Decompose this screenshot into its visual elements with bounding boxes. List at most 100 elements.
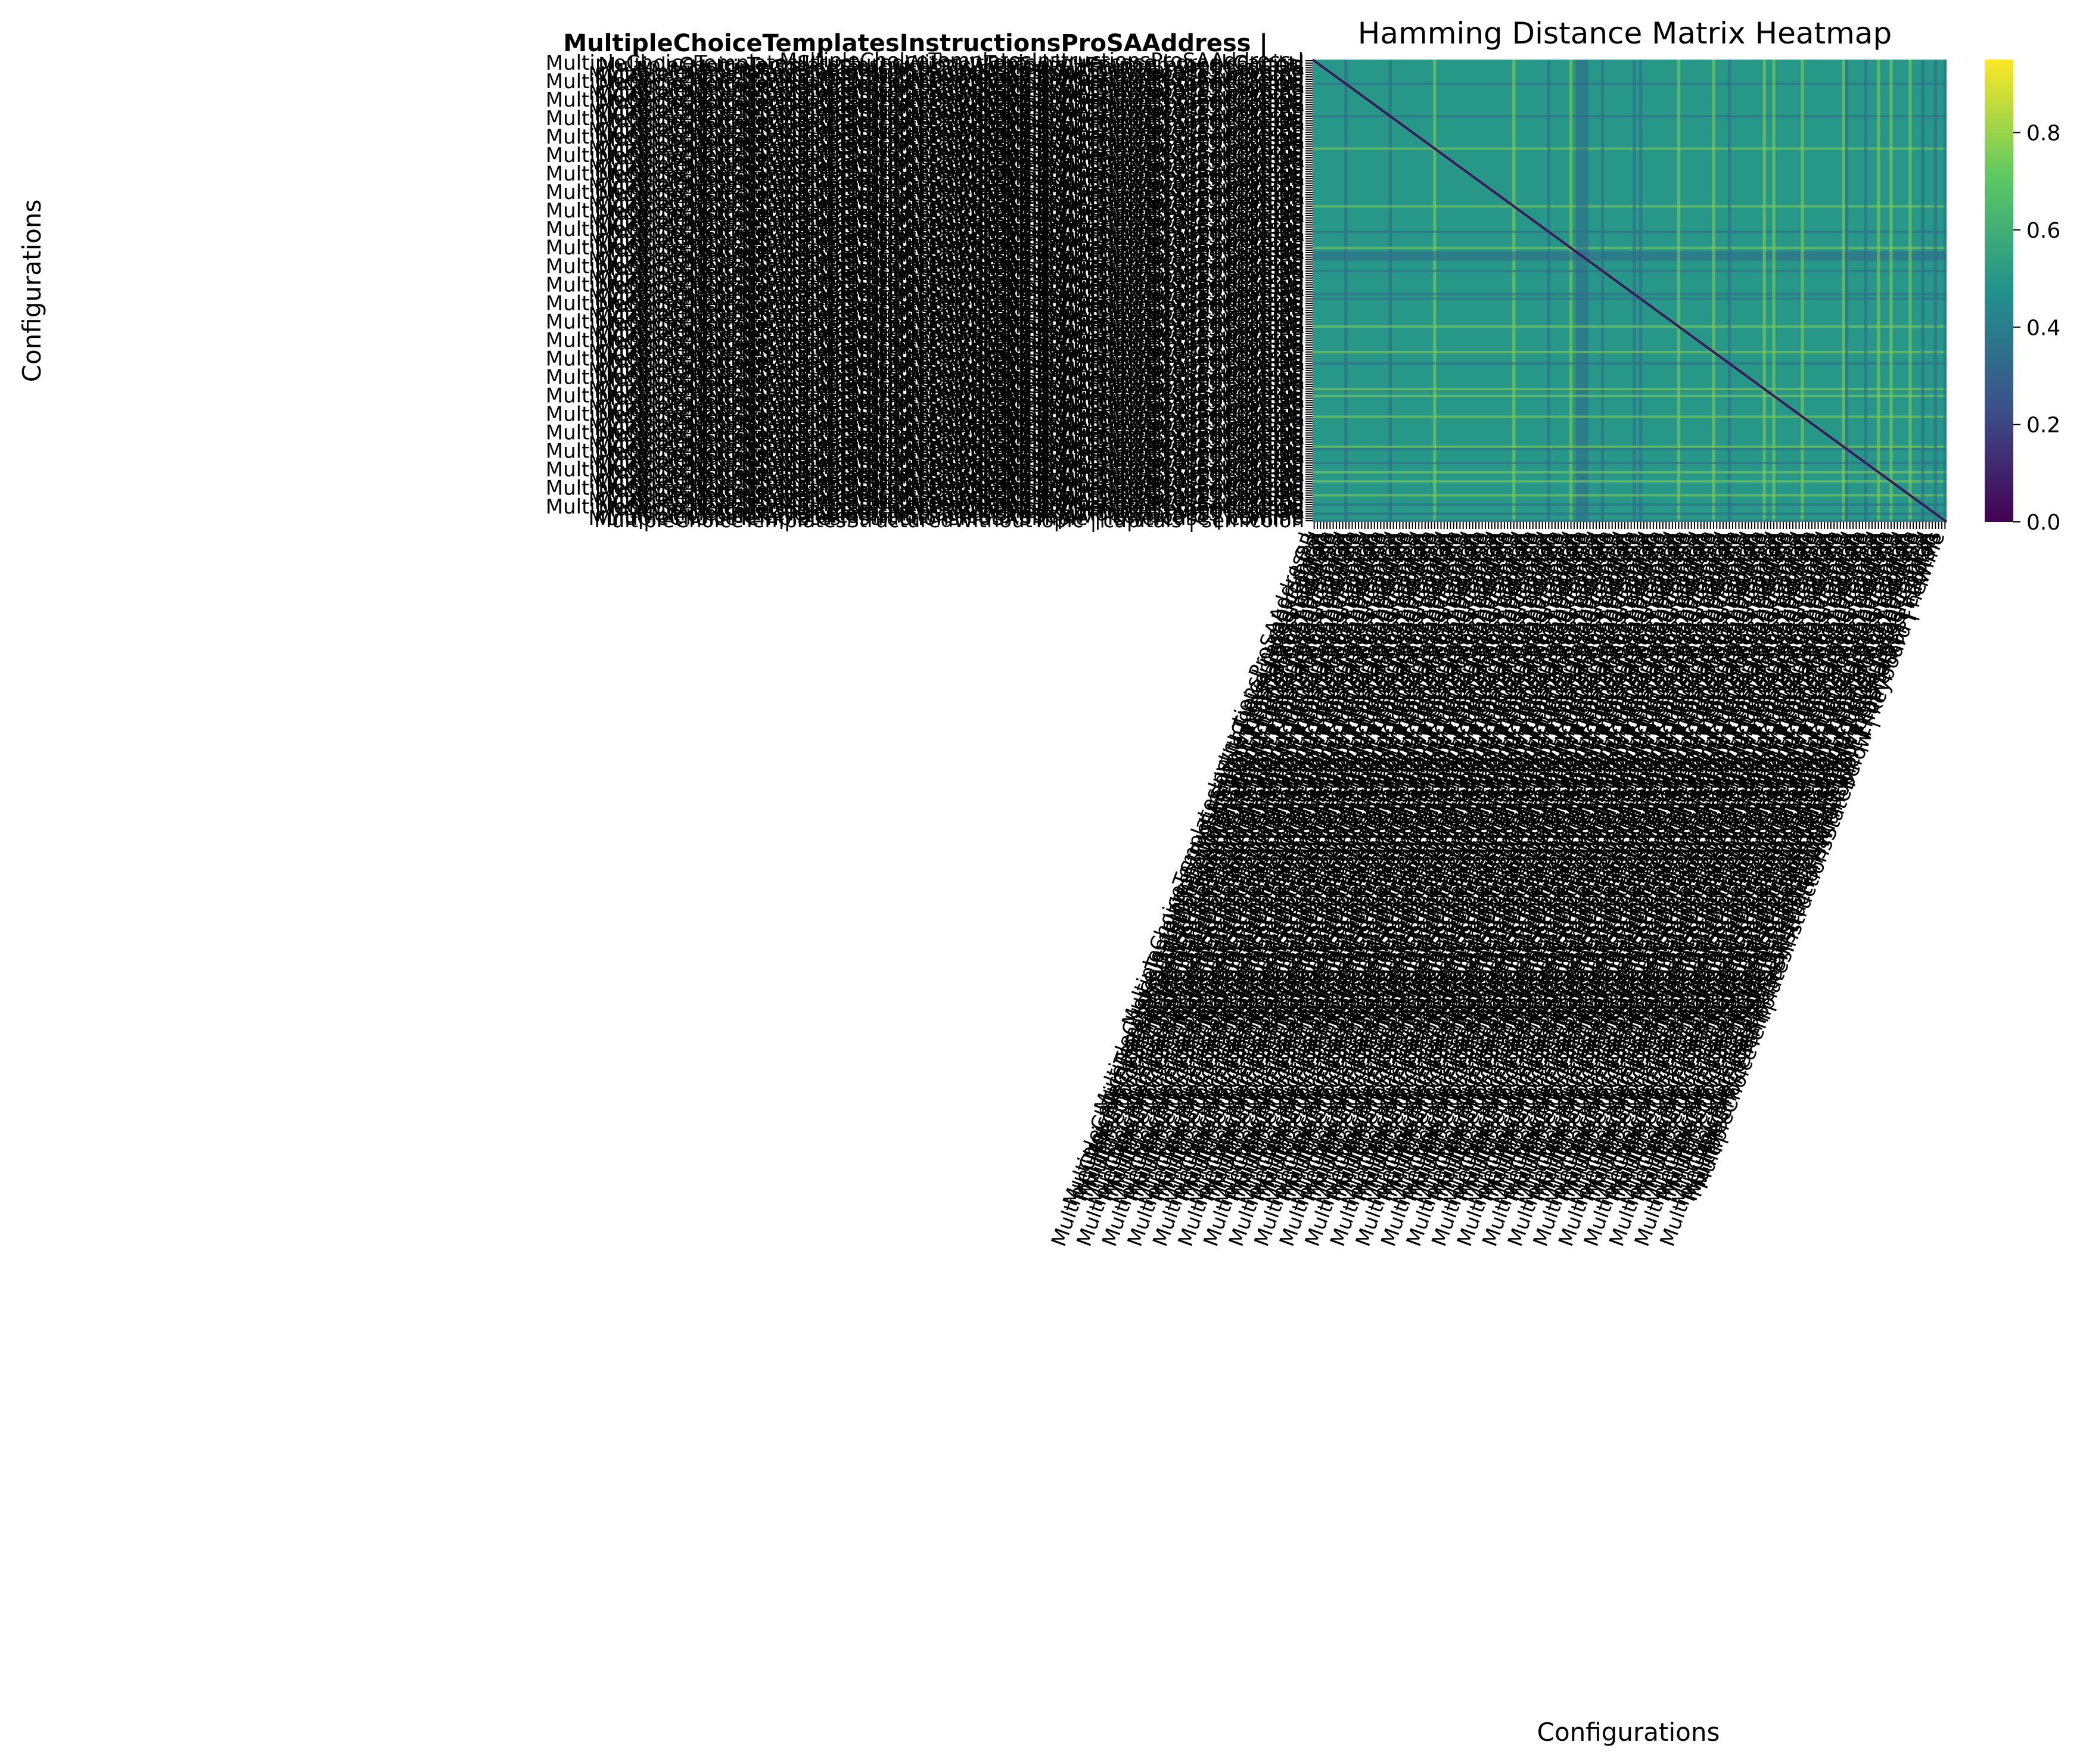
y-tick-label: MultipleChoiceTemplatesInstructionsWitho… bbox=[636, 169, 1304, 193]
y-tick-label: MultipleChoiceTemplatesStructuredWithout… bbox=[594, 269, 1304, 293]
heatmap-column-band bbox=[1582, 60, 1585, 522]
y-tick-label: MultipleChoiceTemplatesInstructionsProSA… bbox=[589, 488, 1304, 512]
y-tick-label: MultipleChoiceTemplatesInstructionsWithT… bbox=[598, 386, 1304, 410]
y-tick-label: MultipleChoiceTemplatesStructuredWithout… bbox=[546, 477, 1304, 500]
heatmap-column-band bbox=[1845, 60, 1849, 522]
colorbar-tick-label: 0.8 bbox=[2026, 122, 2060, 146]
heatmap-column-band bbox=[1876, 60, 1880, 522]
x-tick-marks bbox=[1313, 522, 1946, 529]
heatmap-row-band bbox=[1313, 251, 1947, 254]
y-tick-label: MultipleChoiceTemplatesInstructionsWithT… bbox=[598, 275, 1304, 299]
y-tick-label: MultipleChoiceTemplatesInstructionsWithT… bbox=[598, 201, 1304, 225]
heatmap-column-band bbox=[1433, 60, 1437, 522]
y-tick-label: MultipleChoiceTemplatesStructuredWithout… bbox=[594, 416, 1304, 440]
y-tick-label: MultipleChoiceTemplatesInstructionsProSA… bbox=[589, 303, 1304, 327]
heatmap-row-band bbox=[1313, 256, 1947, 259]
y-tick-label: MultipleChoiceTemplatesStructuredWithout… bbox=[546, 70, 1304, 94]
heatmap-diagonal bbox=[1311, 58, 1948, 523]
heatmap-row-band bbox=[1313, 447, 1947, 450]
y-tick-label: MultipleChoiceTemplatesStructuredWithout… bbox=[594, 435, 1304, 459]
y-tick-label: MultipleChoiceTemplatesStructuredWithout… bbox=[594, 306, 1304, 329]
colorbar-tick-label: 0.0 bbox=[2026, 511, 2060, 535]
y-tick-label: MultipleChoiceTemplatesInstructionsState… bbox=[607, 172, 1304, 195]
y-tick-label: MultipleChoiceTemplatesInstructionsProSA… bbox=[589, 136, 1304, 160]
y-tick-label: MultipleChoiceTemplatesInstructionsProSA… bbox=[779, 419, 1304, 443]
heatmap-row-band bbox=[1313, 297, 1947, 300]
y-tick-label: MultipleChoiceTemplatesInstructionsWitho… bbox=[636, 391, 1304, 415]
y-tick-label: MultipleChoiceTemplatesInstructionsWitho… bbox=[636, 372, 1304, 396]
y-tick-label: MultipleChoiceTemplatesStructuredWithTop… bbox=[689, 481, 1304, 505]
y-tick-label: MultipleChoiceTemplatesStructuredWithTop… bbox=[689, 315, 1304, 338]
y-tick-label: MultipleChoiceTemplatesStructuredWithout… bbox=[594, 194, 1304, 218]
y-tick-label: MultipleChoiceTemplatesStructuredWithout… bbox=[546, 495, 1304, 519]
y-tick-label: MultipleChoiceTemplatesInstructionsProSA… bbox=[779, 289, 1304, 313]
y-tick-label: MultipleChoiceTemplatesStructuredWithout… bbox=[594, 102, 1304, 126]
y-tick-label: MultipleChoiceTemplatesInstructionsProSA… bbox=[779, 326, 1304, 350]
y-tick-label: MultipleChoiceTemplatesInstructionsProSA… bbox=[779, 437, 1304, 461]
y-tick-label: MultipleChoiceTemplatesInstructionsState… bbox=[607, 209, 1304, 232]
heatmap-row-band bbox=[1313, 471, 1947, 474]
y-tick-label: MultipleChoiceTemplatesStructuredWithout… bbox=[546, 403, 1304, 427]
heatmap-row-band bbox=[1313, 247, 1947, 250]
y-tick-label: MultipleChoiceTemplatesStructuredWithTop… bbox=[689, 148, 1304, 172]
y-tick-label: MultipleChoiceTemplatesStructuredWithTop… bbox=[689, 241, 1304, 265]
y-tick-label: MultipleChoiceTemplatesInstructionsProSA… bbox=[589, 63, 1304, 86]
colorbar-tick-label: 0.2 bbox=[2026, 413, 2060, 438]
y-tick-label: MultipleChoiceTemplatesStructuredWithout… bbox=[546, 144, 1304, 167]
y-tick-label: MultipleChoiceTemplatesInstructionsState… bbox=[607, 60, 1304, 84]
y-tick-label: MultipleChoiceTemplatesStructuredWithTop… bbox=[689, 370, 1304, 394]
y-tick-label: MultipleChoiceTemplatesInstructionsProSA… bbox=[779, 49, 1304, 73]
y-tick-label: MultipleChoiceTemplatesInstructionsWitho… bbox=[636, 188, 1304, 211]
y-tick-label: MultipleChoiceTemplatesStructuredWithTop… bbox=[689, 500, 1304, 524]
heatmap-column-band bbox=[1512, 60, 1516, 522]
y-tick-marks bbox=[1305, 60, 1313, 522]
y-tick-label: MultipleChoiceTemplatesInstructionsProSA… bbox=[779, 197, 1304, 220]
y-tick-label: MultipleChoiceTemplatesInstructionsWithT… bbox=[598, 238, 1304, 262]
y-tick-label: MultipleChoiceTemplatesInstructionsWithT… bbox=[598, 109, 1304, 133]
y-tick-label: MultipleChoiceTemplatesInstructionsState… bbox=[607, 375, 1304, 399]
heatmap-column-band bbox=[1639, 60, 1643, 522]
y-tick-label: MultipleChoiceTemplatesInstructionsState… bbox=[607, 282, 1304, 306]
y-tick-label: MultipleChoiceTemplatesInstructionsWithT… bbox=[598, 405, 1304, 428]
y-tick-label: MultipleChoiceTemplatesInstructionsProSA… bbox=[779, 493, 1304, 517]
heatmap-row-band bbox=[1313, 362, 1947, 365]
y-tick-label: MultipleChoiceTemplatesInstructionsProSA… bbox=[589, 192, 1304, 216]
y-tick-label: MultipleChoiceTemplatesInstructionsProSA… bbox=[589, 211, 1304, 235]
heatmap-row-band bbox=[1313, 503, 1947, 506]
y-tick-label: MultipleChoiceTemplatesInstructionsWithT… bbox=[598, 349, 1304, 373]
y-tick-label: MultipleChoiceTemplatesInstructionsState… bbox=[607, 135, 1304, 158]
y-tick-label: MultipleChoiceTemplatesInstructionsProSA… bbox=[779, 345, 1304, 369]
heatmap-row-band bbox=[1313, 415, 1947, 418]
y-tick-label: MultipleChoiceTemplatesStructuredWithout… bbox=[594, 343, 1304, 366]
y-tick-label: MultipleChoiceTemplatesInstructionsProSA… bbox=[589, 396, 1304, 419]
heatmap-row-band bbox=[1313, 205, 1947, 208]
y-tick-label: MultipleChoiceTemplatesInstructionsProSA… bbox=[779, 400, 1304, 424]
heatmap-column-band bbox=[1578, 60, 1583, 522]
y-tick-label: MultipleChoiceTemplatesInstructionsWitho… bbox=[636, 225, 1304, 248]
y-tick-label: MultipleChoiceTemplatesInstructionsWithT… bbox=[598, 220, 1304, 244]
y-tick-label: MultipleChoiceTemplatesInstructionsState… bbox=[607, 449, 1304, 472]
y-tick-label: MultipleChoiceTemplatesStructuredWithout… bbox=[594, 361, 1304, 385]
y-tick-label: MultipleChoiceTemplatesInstructionsProSA… bbox=[589, 433, 1304, 456]
y-tick-label: MultipleChoiceTemplatesStructuredWithout… bbox=[546, 236, 1304, 260]
y-tick-label: MultipleChoiceTemplatesStructuredWithout… bbox=[546, 181, 1304, 204]
y-tick-label: MultipleChoiceTemplatesStructuredWithout… bbox=[546, 125, 1304, 149]
heatmap-row-band bbox=[1313, 115, 1947, 117]
y-tick-label: MultipleChoiceTemplatesInstructionsState… bbox=[607, 430, 1304, 454]
x-axis-label: Configurations bbox=[1537, 1718, 1720, 1747]
y-tick-label: MultipleChoiceTemplatesInstructionsState… bbox=[607, 245, 1304, 269]
y-tick-label: MultipleChoiceTemplatesStructuredWithout… bbox=[546, 51, 1304, 75]
y-tick-label: MultipleChoiceTemplatesStructuredWithout… bbox=[594, 250, 1304, 274]
y-tick-label: MultipleChoiceTemplatesInstructionsProSA… bbox=[589, 285, 1304, 309]
heatmap-column-band bbox=[1943, 60, 1947, 522]
y-tick-label: MultipleChoiceTemplatesInstructionsProSA… bbox=[589, 322, 1304, 346]
heatmap-row-band bbox=[1313, 445, 1947, 448]
heatmap-column-band bbox=[1864, 60, 1867, 522]
y-tick-label: MultipleChoiceTemplatesInstructionsProSA… bbox=[589, 359, 1304, 382]
y-tick-label: MultipleChoiceTemplatesInstructionsWithT… bbox=[598, 164, 1304, 188]
heatmap-column-band bbox=[1908, 60, 1912, 522]
y-tick-label: MultipleChoiceTemplatesStructuredWithout… bbox=[546, 328, 1304, 352]
y-tick-labels: MultipleChoiceTemplatesInstructionsProSA… bbox=[546, 30, 1304, 533]
heatmap-row-band bbox=[1313, 253, 1947, 256]
y-tick-label: MultipleChoiceTemplatesStructuredWithout… bbox=[546, 347, 1304, 371]
